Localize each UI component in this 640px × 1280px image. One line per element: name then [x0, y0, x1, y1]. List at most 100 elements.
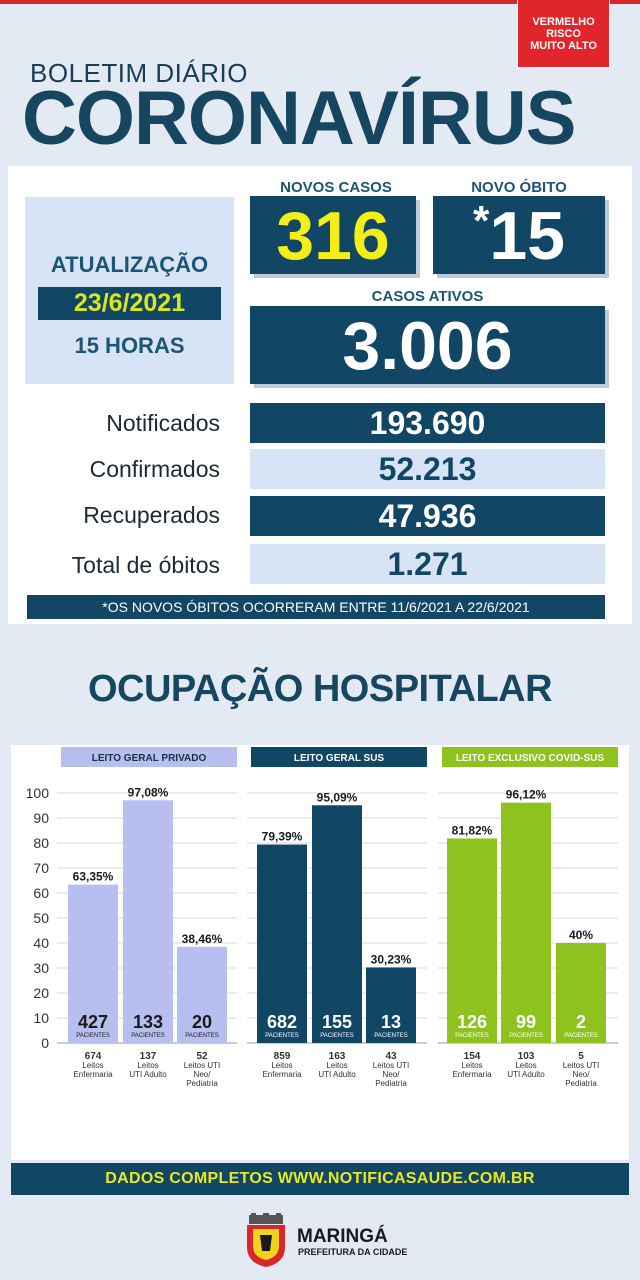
risk-line-3: MUITO ALTO — [530, 39, 597, 52]
y-tick-label: 30 — [33, 960, 49, 976]
bar — [312, 805, 362, 1043]
bar-beds-value: 859 — [274, 1051, 291, 1062]
top-red-line — [0, 0, 640, 4]
bar-patients-value: 2 — [576, 1012, 586, 1032]
bar-patients-label: PACIENTES — [131, 1033, 165, 1039]
bar-category-label: UTI Adulto — [129, 1070, 167, 1079]
bar-category-label: Pediatria — [565, 1079, 597, 1088]
recovered-value: 47.936 — [250, 496, 605, 536]
bar-category-label: Neo/ — [194, 1070, 212, 1079]
bar-percent-label: 95,09% — [317, 790, 358, 804]
risk-line-1: VERMELHO — [532, 15, 595, 28]
y-tick-label: 80 — [33, 835, 49, 851]
y-tick-label: 60 — [33, 885, 49, 901]
bar-percent-label: 96,12% — [506, 788, 547, 802]
bar-patients-value: 427 — [78, 1012, 108, 1032]
bar-percent-label: 30,23% — [371, 952, 412, 966]
occupation-title: OCUPAÇÃO HOSPITALAR — [87, 668, 553, 710]
bar-patients-label: PACIENTES — [509, 1033, 543, 1039]
update-label: ATUALIZAÇÃO — [50, 252, 209, 277]
bar — [447, 838, 497, 1043]
bar-patients-label: PACIENTES — [320, 1033, 354, 1039]
bar-category-label: Leitos — [515, 1061, 536, 1070]
new-cases-label: NOVOS CASOS — [280, 179, 392, 196]
bar-beds-value: 154 — [464, 1051, 481, 1062]
bar-beds-value: 163 — [329, 1051, 346, 1062]
y-tick-label: 20 — [33, 985, 49, 1001]
notified-value: 193.690 — [250, 403, 605, 443]
bar — [556, 943, 606, 1043]
new-death-asterisk: * — [473, 197, 490, 244]
bar-beds-value: 43 — [385, 1051, 397, 1062]
bar-category-label: UTI Adulto — [318, 1070, 356, 1079]
notified-label: Notificados — [106, 410, 220, 436]
bar-beds-value: 137 — [140, 1051, 157, 1062]
confirmed-value: 52.213 — [250, 449, 605, 489]
bar — [366, 967, 416, 1043]
new-death-value: 15 — [489, 198, 565, 274]
bar-patients-label: PACIENTES — [564, 1033, 598, 1039]
bar — [257, 844, 307, 1043]
bar-percent-label: 81,82% — [452, 823, 493, 837]
group-header-label: LEITO GERAL PRIVADO — [92, 753, 207, 764]
hospital-chart-panel: 0 10 20 30 40 50 60 70 80 90 100 LEITO GERAL PRIVAD… — [11, 745, 629, 1160]
bar-percent-label: 38,46% — [182, 932, 223, 946]
new-cases-value: 316 — [250, 196, 416, 274]
bar-patients-label: PACIENTES — [185, 1033, 219, 1039]
bar-percent-label: 79,39% — [262, 830, 303, 844]
group-header-bg — [251, 747, 427, 767]
bar-category-label: Enfermaria — [262, 1070, 302, 1079]
y-tick-label: 90 — [33, 810, 49, 826]
group-header-bg — [442, 747, 618, 767]
hospital-occupancy-chart: 0 10 20 30 40 50 60 70 80 90 100 LEITO GERAL PRIVAD… — [26, 747, 618, 1088]
total-deaths-label: Total de óbitos — [71, 552, 220, 578]
bar-patients-value: 126 — [457, 1012, 487, 1032]
group-header-label: LEITO GERAL SUS — [294, 753, 385, 764]
confirmed-label: Confirmados — [89, 456, 220, 482]
bar-patients-value: 133 — [133, 1012, 163, 1032]
bar-category-label: Leitos — [326, 1061, 347, 1070]
bar-category-label: Leitos — [82, 1061, 103, 1070]
bar-category-label: Enfermaria — [452, 1070, 492, 1079]
deaths-note: *OS NOVOS ÓBITOS OCORRERAM ENTRE 11/6/20… — [27, 595, 605, 619]
bar-beds-value: 103 — [518, 1051, 535, 1062]
bar-category-label: Leitos — [271, 1061, 292, 1070]
y-tick-label: 0 — [41, 1035, 49, 1051]
bar-category-label: Neo/ — [573, 1070, 591, 1079]
bar-beds-value: 52 — [196, 1051, 208, 1062]
bar-patients-value: 20 — [192, 1012, 212, 1032]
bar — [68, 884, 118, 1043]
group-header-bg — [61, 747, 237, 767]
bar-category-label: Enfermaria — [73, 1070, 113, 1079]
bar-category-label: Neo/ — [383, 1070, 401, 1079]
bar-patients-label: PACIENTES — [374, 1033, 408, 1039]
y-tick-label: 50 — [33, 910, 49, 926]
bar-patients-value: 682 — [267, 1012, 297, 1032]
new-death-label: NOVO ÓBITO — [471, 179, 567, 196]
new-death-box: *15 — [433, 196, 605, 274]
risk-line-2: RISCO — [546, 27, 581, 40]
bar — [123, 800, 173, 1043]
y-tick-label: 10 — [33, 1010, 49, 1026]
bar-category-label: Leitos UTI — [184, 1061, 220, 1070]
bar-beds-value: 674 — [85, 1051, 102, 1062]
bar-percent-label: 63,35% — [73, 870, 114, 884]
bar-patients-value: 99 — [516, 1012, 536, 1032]
bar — [501, 802, 551, 1043]
bar — [177, 946, 227, 1043]
bar-category-label: Leitos UTI — [563, 1061, 599, 1070]
bar-category-label: Leitos UTI — [373, 1061, 409, 1070]
city-coat-of-arms-icon — [247, 1213, 285, 1267]
y-tick-label: 100 — [26, 785, 50, 801]
active-cases-value: 3.006 — [250, 306, 605, 384]
update-hour: 15 HORAS — [74, 333, 185, 358]
bar-category-label: Leitos — [461, 1061, 482, 1070]
active-cases-label: CASOS ATIVOS — [371, 288, 484, 305]
bar-category-label: Pediatria — [375, 1079, 407, 1088]
bar-patients-label: PACIENTES — [455, 1033, 489, 1039]
risk-badge: VERMELHO RISCO MUITO ALTO — [517, 0, 610, 68]
update-date: 23/6/2021 — [38, 287, 221, 320]
group-header-label: LEITO EXCLUSIVO COVID-SUS — [456, 753, 604, 764]
recovered-label: Recuperados — [83, 502, 220, 528]
bar-percent-label: 97,08% — [128, 785, 169, 799]
